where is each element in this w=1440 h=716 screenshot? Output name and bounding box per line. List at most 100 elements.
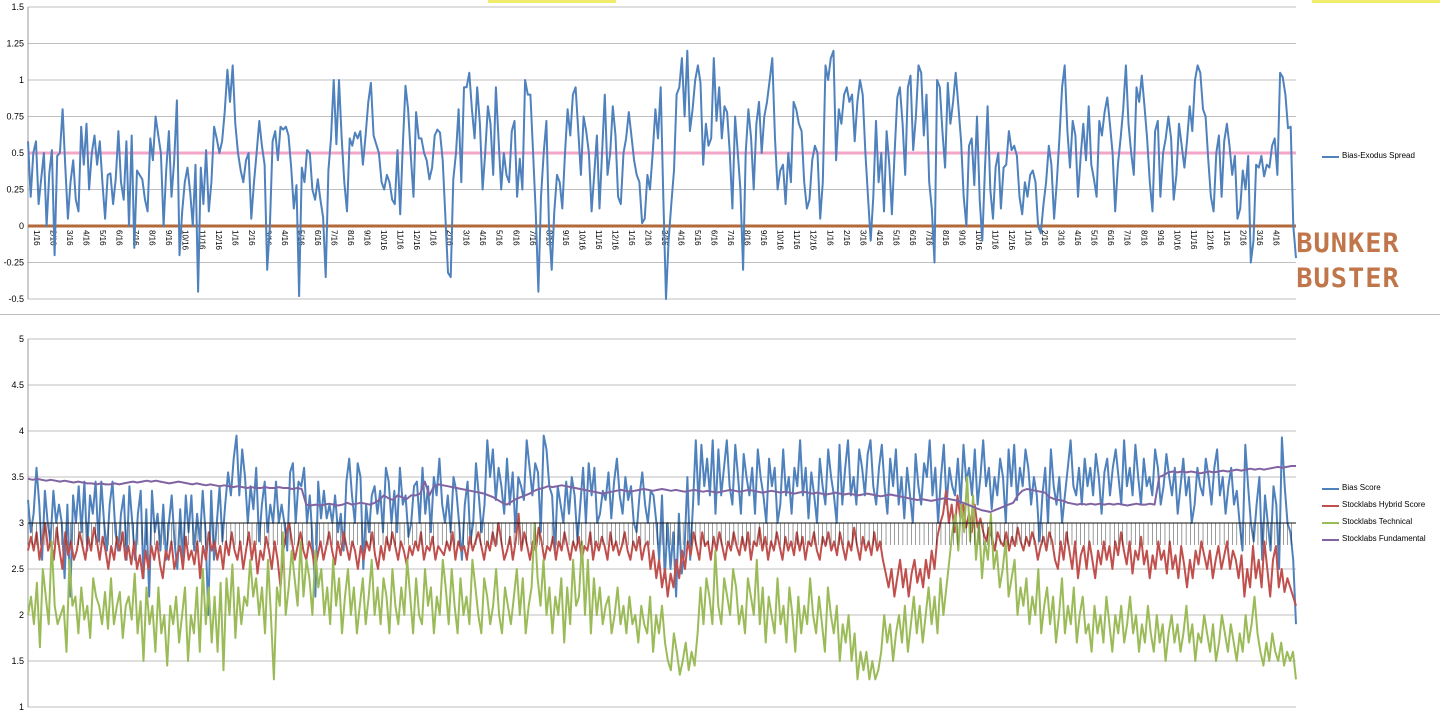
x-tick-label: 2/16	[1040, 230, 1049, 246]
legend-swatch-fundamental	[1322, 539, 1339, 541]
x-tick-label: 1/16	[825, 230, 834, 246]
legend-label-spread: Bias-Exodus Spread	[1342, 151, 1415, 160]
y-tick-label: 1.5	[11, 2, 24, 12]
x-tick-label: 7/16	[528, 230, 537, 246]
x-tick-label: 3/16	[462, 230, 471, 246]
x-tick-label: 6/16	[115, 230, 124, 246]
x-tick-label: 4/16	[478, 230, 487, 246]
header-accent-right	[1312, 0, 1440, 3]
x-tick-label: 9/16	[1156, 230, 1165, 246]
x-tick-label: 12/16	[1205, 230, 1214, 251]
y-tick-label: -0.5	[8, 294, 24, 304]
x-tick-label: 3/16	[858, 230, 867, 246]
x-tick-label: 4/16	[1073, 230, 1082, 246]
chart-divider	[0, 314, 1440, 315]
buster-label: BUSTER	[1296, 263, 1400, 294]
x-tick-label: 4/16	[82, 230, 91, 246]
series-line-2	[27, 476, 1297, 681]
x-tick-label: 10/16	[181, 230, 190, 251]
x-tick-label: 4/16	[875, 230, 884, 246]
x-tick-label: 5/16	[495, 230, 504, 246]
x-tick-label: 11/16	[991, 230, 1000, 250]
x-tick-label: 1/16	[627, 230, 636, 246]
x-tick-label: 8/16	[346, 230, 355, 246]
x-tick-label: 9/16	[363, 230, 372, 246]
x-tick-label: 12/16	[412, 230, 421, 251]
y-tick-label: -0.25	[3, 258, 24, 268]
x-tick-label: 1/16	[1222, 230, 1231, 246]
x-tick-label: 12/16	[1007, 230, 1016, 251]
x-tick-label: 5/16	[98, 230, 107, 246]
series-line-0	[27, 434, 1297, 625]
x-tick-label: 2/16	[247, 230, 256, 246]
y-tick-label: 0.25	[6, 185, 24, 195]
x-tick-label: 3/16	[65, 230, 74, 246]
x-tick-label: 8/16	[743, 230, 752, 246]
legend-swatch-spread	[1322, 156, 1339, 158]
x-tick-labels: 1/16 2/16 3/16 4/16 5/16 6/16 7/16 8/16 9/16 10/1…	[32, 230, 1280, 251]
x-tick-label: 7/16	[1123, 230, 1132, 246]
legend-label-technical: Stocklabs Technical	[1342, 517, 1413, 526]
series-line-0	[27, 49, 1297, 300]
y-tick-label: 3.5	[11, 472, 24, 482]
x-tick-label: 5/16	[1090, 230, 1099, 246]
x-tick-label: 4/16	[677, 230, 686, 246]
legend-label-bias-score: Bias Score	[1342, 483, 1381, 492]
x-tick-label: 2/16	[445, 230, 454, 246]
y-tick-labels: 1 1.5 2 2.5 3 3.5 4 4.5 5	[11, 334, 24, 712]
x-tick-label: 6/16	[313, 230, 322, 246]
y-tick-label: 3	[19, 518, 24, 528]
x-tick-label: 3/16	[1057, 230, 1066, 246]
x-tick-label: 7/16	[726, 230, 735, 246]
legend-swatch-technical	[1322, 522, 1339, 524]
x-tick-label: 6/16	[710, 230, 719, 246]
x-tick-label: 12/16	[214, 230, 223, 251]
y-tick-label: 0	[19, 221, 24, 231]
x-tick-label: 10/16	[1172, 230, 1181, 251]
x-tick-label: 4/16	[1271, 230, 1280, 246]
x-tick-label: 9/16	[957, 230, 966, 246]
x-tick-label: 11/16	[396, 230, 405, 250]
x-tick-label: 2/16	[1238, 230, 1247, 246]
x-tick-label: 7/16	[924, 230, 933, 246]
y-tick-label: 1.25	[6, 39, 24, 49]
x-tick-label: 1/16	[230, 230, 239, 246]
x-tick-label: 7/16	[329, 230, 338, 246]
x-tick-label: 5/16	[891, 230, 900, 246]
bunker-label: BUNKER	[1296, 228, 1400, 259]
y-tick-label: 4	[19, 426, 24, 436]
x-tick-label: 12/16	[610, 230, 619, 251]
legend-swatch-hybrid	[1322, 505, 1339, 507]
x-tick-label: 8/16	[1139, 230, 1148, 246]
y-tick-label: 5	[19, 334, 24, 344]
x-tick-label: 11/16	[197, 230, 206, 250]
x-tick-label: 8/16	[148, 230, 157, 246]
x-tick-label: 6/16	[511, 230, 520, 246]
x-tick-label: 1/16	[429, 230, 438, 246]
x-tick-label: 9/16	[759, 230, 768, 246]
x-tick-label: 2/16	[842, 230, 851, 246]
legend-label-fundamental: Stocklabs Fundamental	[1342, 534, 1426, 543]
header-accent-left	[488, 0, 616, 3]
scores-chart: 1 1.5 2 2.5 3 3.5 4 4.5 5	[11, 334, 1297, 712]
x-tick-label: 6/16	[1106, 230, 1115, 246]
y-tick-label: 0.75	[6, 112, 24, 122]
legend-swatch-bias-score	[1322, 488, 1339, 490]
x-tick-label: 7/16	[131, 230, 140, 246]
x-tick-label: 4/16	[280, 230, 289, 246]
x-tick-label: 5/16	[693, 230, 702, 246]
series-line-3	[27, 465, 1296, 513]
x-tick-label: 10/16	[379, 230, 388, 251]
x-tick-label: 2/16	[643, 230, 652, 246]
y-tick-label: 1	[19, 75, 24, 85]
y-tick-labels: -0.5 -0.25 0 0.25 0.5 0.75 1 1.25 1.5	[3, 2, 24, 304]
x-tick-label: 11/16	[792, 230, 801, 250]
legend-label-hybrid: Stocklabs Hybrid Score	[1342, 500, 1426, 509]
y-tick-label: 2.5	[11, 564, 24, 574]
x-tick-label: 10/16	[974, 230, 983, 251]
x-tick-label: 9/16	[164, 230, 173, 246]
x-tick-label: 8/16	[941, 230, 950, 246]
y-tick-label: 1	[19, 702, 24, 712]
y-tick-label: 4.5	[11, 380, 24, 390]
